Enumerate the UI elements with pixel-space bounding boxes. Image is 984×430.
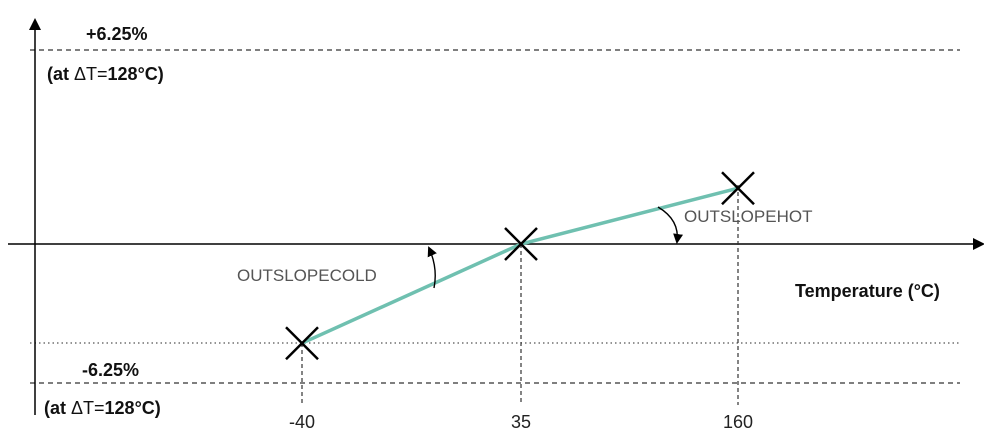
x-tick-label: 160	[723, 412, 753, 430]
data-point-marker-35	[504, 227, 538, 261]
upper-condition-prefix: (at	[47, 64, 74, 84]
slope-cold-arc	[427, 246, 437, 289]
lower-delta-symbol: ΔT=	[71, 398, 105, 418]
tick-group: -40 35 160	[289, 412, 753, 430]
upper-delta-value: 128°C)	[108, 64, 164, 84]
lower-delta-value: 128°C)	[105, 398, 161, 418]
x-tick-label: 35	[511, 412, 531, 430]
data-point-marker--40	[285, 326, 319, 361]
data-point-marker-160	[721, 171, 755, 206]
x-axis-label: Temperature (°C)	[795, 281, 940, 301]
slope-hot-label: OUTSLOPEHOT	[684, 207, 812, 226]
slope-cold-label: OUTSLOPECOLD	[237, 266, 377, 285]
series-group	[285, 171, 755, 361]
lower-limit-value: -6.25%	[82, 360, 139, 380]
lower-condition-prefix: (at	[44, 398, 71, 418]
upper-limit-value: +6.25%	[86, 24, 148, 44]
upper-delta-symbol: ΔT=	[74, 64, 108, 84]
lower-limit-condition: (at ΔT=128°C)	[44, 398, 161, 418]
x-tick-label: -40	[289, 412, 315, 430]
upper-limit-condition: (at ΔT=128°C)	[47, 64, 164, 84]
slope-hot-arc	[657, 206, 684, 244]
